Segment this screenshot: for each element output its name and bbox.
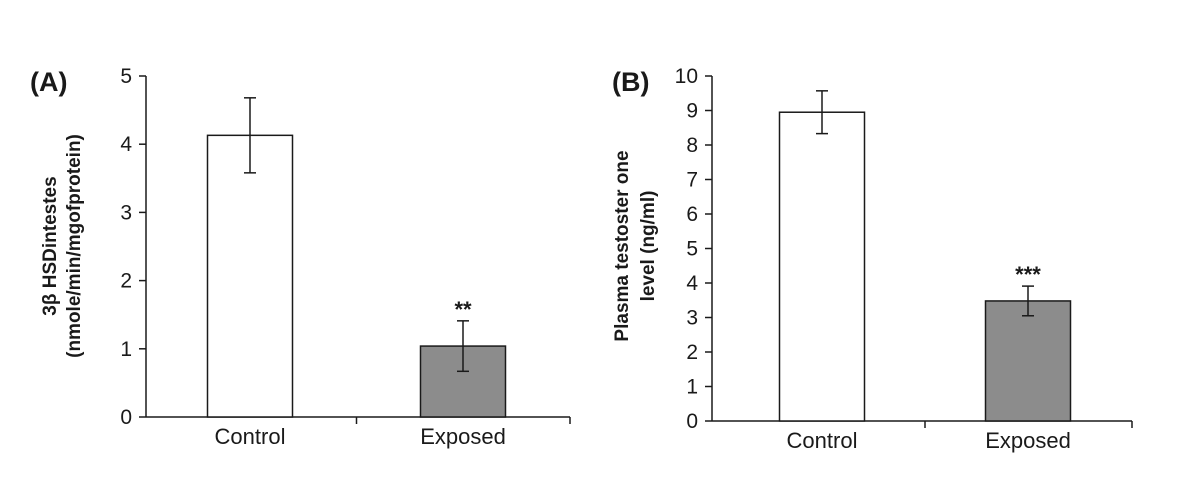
- panel-a: (A) 3β HSDintestes (nmole/min/mgofprotei…: [30, 65, 571, 449]
- panel-b-ytick-label: 3: [686, 307, 698, 330]
- panel-a-label: (A): [30, 67, 67, 97]
- panel-a-ylabel-line-1: 3β HSDintestes: [40, 176, 61, 315]
- panel-b-ytick-label: 1: [686, 376, 698, 399]
- panel-b-ytick-label: 6: [686, 203, 698, 226]
- panel-a-ytick-label: 1: [120, 338, 132, 361]
- panel-a-marks: 0 1 2 3 4 5 Control Exposed **: [120, 65, 571, 449]
- panel-b: (B) Plasma testoster one level (ng/ml) 0…: [612, 65, 1133, 453]
- panel-a-ytick-label: 3: [120, 201, 132, 224]
- panel-b-category-label: Exposed: [985, 428, 1071, 453]
- panel-a-ytick-label: 4: [120, 133, 132, 156]
- panel-b-ytick-label: 7: [686, 169, 698, 192]
- panel-b-ytick-label: 0: [686, 410, 698, 433]
- panel-b-ylabel-line-2: level (ng/ml): [638, 191, 659, 302]
- panel-b-ytick-label: 2: [686, 341, 698, 364]
- panel-a-bar-exposed: [419, 345, 507, 418]
- panel-a-category-label: Control: [215, 424, 286, 449]
- panel-b-category-label: Control: [787, 428, 858, 453]
- panel-b-ytick-label: 8: [686, 134, 698, 157]
- panel-b-ylabel-line-1: Plasma testoster one: [612, 150, 633, 341]
- panel-a-ytick-label: 5: [120, 65, 132, 88]
- panel-a-ytick-label: 2: [120, 270, 132, 293]
- panel-b-ytick-label: 4: [686, 272, 698, 295]
- panel-b-ytick-label: 9: [686, 100, 698, 123]
- panel-b-ytick-label: 5: [686, 238, 698, 261]
- panel-b-label: (B): [612, 67, 649, 97]
- panel-b-bar-exposed: [984, 300, 1072, 422]
- panel-b-bar-control: [778, 111, 866, 422]
- panel-a-ytick-label: 0: [120, 406, 132, 429]
- panel-a-bar-control: [206, 134, 294, 418]
- panel-b-ytick-label: 10: [675, 65, 698, 88]
- panel-b-significance-marker: ***: [1015, 262, 1041, 287]
- panel-b-marks: 0 1 2 3 4 5 6 7 8 9 10 Control Exposed ***: [675, 65, 1133, 453]
- panel-a-significance-marker: **: [454, 297, 472, 322]
- panel-a-category-label: Exposed: [420, 424, 506, 449]
- panel-a-ylabel-line-2: (nmole/min/mgofprotein): [64, 134, 85, 358]
